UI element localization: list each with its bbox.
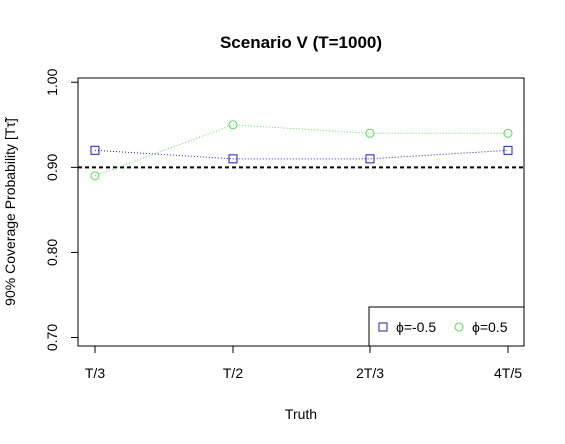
series-line [94, 149, 509, 160]
data-point [90, 171, 100, 181]
x-tick-label: T/3 [85, 365, 105, 381]
y-tick-label: 0.90 [44, 153, 60, 180]
legend-marker [454, 322, 464, 332]
y-axis: 0.70 0.80 0.90 1.00 [44, 68, 79, 351]
legend-label: ϕ=0.5 [472, 319, 508, 335]
x-tick-label: T/2 [223, 365, 243, 381]
data-point [228, 120, 238, 130]
y-axis-label: 90% Coverage Probability [Tτ̃] [2, 117, 18, 306]
chart-title: Scenario V (T=1000) [220, 33, 382, 52]
x-tick-label: 4T/5 [494, 365, 522, 381]
legend-marker [378, 322, 388, 332]
legend-box [368, 306, 525, 347]
legend-label: ϕ=-0.5 [396, 319, 436, 335]
data-point [503, 145, 513, 155]
data-point [228, 154, 238, 164]
x-axis: T/3 T/2 2T/3 4T/5 [85, 345, 522, 381]
y-tick-label: 0.80 [44, 239, 60, 266]
x-axis-label: Truth [285, 406, 317, 422]
y-tick-label: 1.00 [44, 68, 60, 95]
series-layer [90, 120, 513, 181]
plot-frame [77, 77, 525, 347]
y-tick-label: 0.70 [44, 324, 60, 351]
data-point [503, 128, 513, 138]
x-tick-label: 2T/3 [356, 365, 384, 381]
data-point [365, 154, 375, 164]
legend: ϕ=-0.5 ϕ=0.5 [368, 306, 525, 347]
data-point [90, 145, 100, 155]
data-point [365, 128, 375, 138]
